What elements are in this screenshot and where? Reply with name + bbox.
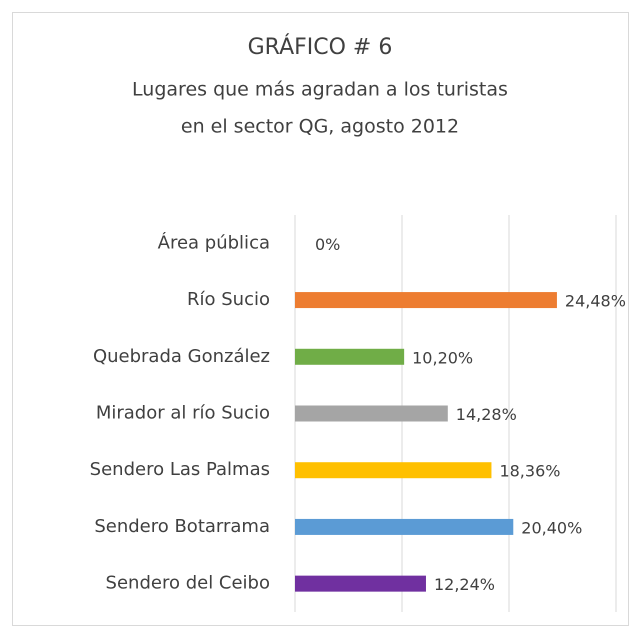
bar <box>295 292 557 309</box>
y-tick-label: Sendero Las Palmas <box>90 459 270 480</box>
bar <box>295 405 448 422</box>
data-label: 10,20% <box>412 348 473 367</box>
bar <box>295 348 405 365</box>
data-label: 24,48% <box>565 292 626 311</box>
bar <box>295 462 492 479</box>
data-label: 20,40% <box>521 518 582 537</box>
y-tick-label: Sendero del Ceibo <box>106 573 270 594</box>
y-tick-label: Mirador al río Sucio <box>96 403 270 424</box>
data-label: 14,28% <box>456 405 517 424</box>
chart-subtitle: en el sector QG, agosto 2012 <box>181 116 459 138</box>
bar <box>295 575 426 592</box>
y-tick-label: Sendero Botarrama <box>94 516 270 537</box>
data-label: 18,36% <box>499 462 560 481</box>
y-tick-label: Quebrada González <box>93 346 270 367</box>
y-tick-label: Río Sucio <box>187 289 270 310</box>
data-label: 0% <box>315 235 340 254</box>
y-tick-label: Área pública <box>158 231 270 253</box>
chart-subtitle: Lugares que más agradan a los turistas <box>132 79 508 101</box>
chart-title: GRÁFICO # 6 <box>248 34 393 60</box>
bar <box>295 518 514 535</box>
data-label: 12,24% <box>434 575 495 594</box>
